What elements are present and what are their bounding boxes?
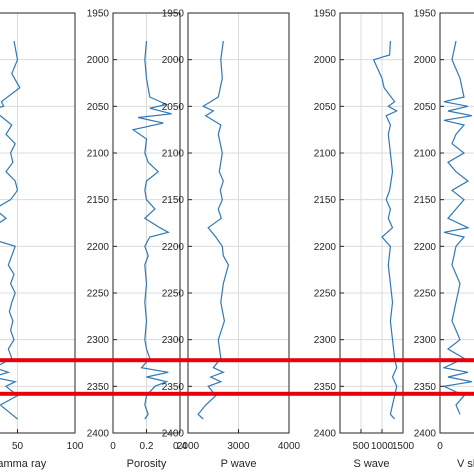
y-tick-label: 2300 xyxy=(162,335,185,346)
x-tick-label: 0.2 xyxy=(140,441,154,452)
panel-frame xyxy=(339,12,404,434)
y-tick-label: 2250 xyxy=(87,289,110,300)
x-tick-label: 3000 xyxy=(227,441,250,452)
y-tick-label: 2200 xyxy=(414,242,437,253)
y-tick-label: 2000 xyxy=(414,55,437,66)
log-panel: 1950 2000 2050 2100 2150 2200 2250 2300 2350 2400… xyxy=(314,9,415,471)
log-trace xyxy=(197,40,230,420)
log-trace xyxy=(131,40,172,420)
x-tick-label: 50 xyxy=(12,441,24,452)
y-tick-label: 2200 xyxy=(162,242,185,253)
y-tick-label: 2050 xyxy=(162,102,185,113)
x-tick-label: 4000 xyxy=(278,441,301,452)
y-tick-label: 2400 xyxy=(414,429,437,440)
y-tick-label: 2400 xyxy=(162,429,185,440)
y-tick-label: 2250 xyxy=(314,289,337,300)
y-tick-label: 2350 xyxy=(414,382,437,393)
y-tick-label: 2100 xyxy=(162,149,185,160)
y-tick-label: 2250 xyxy=(414,289,437,300)
y-tick-label: 2400 xyxy=(87,429,110,440)
y-tick-label: 2200 xyxy=(314,242,337,253)
y-tick-label: 2300 xyxy=(87,335,110,346)
y-tick-label: 2150 xyxy=(162,195,185,206)
y-tick-label: 2300 xyxy=(314,335,337,346)
y-tick-label: 2150 xyxy=(414,195,437,206)
y-tick-label: 2150 xyxy=(314,195,337,206)
y-tick-label: 2300 xyxy=(414,335,437,346)
y-tick-label: 2050 xyxy=(87,102,110,113)
x-axis-label: S wave xyxy=(353,458,389,470)
y-tick-label: 2400 xyxy=(314,429,337,440)
log-panel: 50 100 Gamma ray xyxy=(0,12,84,470)
x-axis-label: Porosity xyxy=(127,458,167,470)
x-tick-label: 0 xyxy=(110,441,116,452)
log-trace xyxy=(0,40,21,420)
y-tick-label: 2050 xyxy=(314,102,337,113)
y-tick-label: 1950 xyxy=(162,9,185,20)
log-panel: 1950 2000 2050 2100 2150 2200 2250 2300 2350 2400… xyxy=(414,9,474,470)
highlight-bottom-line xyxy=(0,391,474,396)
y-tick-label: 2000 xyxy=(314,55,337,66)
panel-background xyxy=(0,13,75,433)
y-tick-label: 1950 xyxy=(414,9,437,20)
y-tick-label: 1950 xyxy=(87,9,110,20)
x-tick-label: 0 xyxy=(437,441,443,452)
x-axis-label: P wave xyxy=(221,458,257,470)
y-tick-label: 2000 xyxy=(162,55,185,66)
y-tick-label: 2100 xyxy=(87,149,110,160)
x-axis-label: V sh xyxy=(457,458,474,470)
x-tick-label: 2000 xyxy=(177,441,200,452)
panel-background xyxy=(340,13,403,433)
y-tick-label: 2250 xyxy=(162,289,185,300)
y-tick-label: 2000 xyxy=(87,55,110,66)
x-tick-label: 100 xyxy=(67,441,84,452)
x-tick-label: 1500 xyxy=(392,441,415,452)
y-tick-label: 2100 xyxy=(314,149,337,160)
log-trace xyxy=(441,40,473,415)
y-tick-label: 2100 xyxy=(414,149,437,160)
y-tick-label: 2350 xyxy=(162,382,185,393)
y-tick-label: 1950 xyxy=(314,9,337,20)
y-tick-label: 2350 xyxy=(87,382,110,393)
log-trace xyxy=(372,40,399,420)
log-panels: 50 100 Gamma ray 1950 2000 2050 2100 2150 2200 22… xyxy=(0,9,474,471)
x-axis-label: Gamma ray xyxy=(0,458,47,470)
panel-frame xyxy=(439,12,474,434)
highlight-band xyxy=(0,358,474,396)
y-tick-label: 2350 xyxy=(314,382,337,393)
x-tick-label: 0.4 xyxy=(173,441,187,452)
x-tick-label: 500 xyxy=(353,441,370,452)
x-tick-label: 1000 xyxy=(371,441,394,452)
highlight-top-line xyxy=(0,358,474,363)
y-tick-label: 2200 xyxy=(87,242,110,253)
log-panel: 1950 2000 2050 2100 2150 2200 2250 2300 2350 2400… xyxy=(87,9,188,471)
log-panel: 1950 2000 2050 2100 2150 2200 2250 2300 2350 2400… xyxy=(162,9,301,471)
y-tick-label: 2050 xyxy=(414,102,437,113)
y-tick-label: 2150 xyxy=(87,195,110,206)
